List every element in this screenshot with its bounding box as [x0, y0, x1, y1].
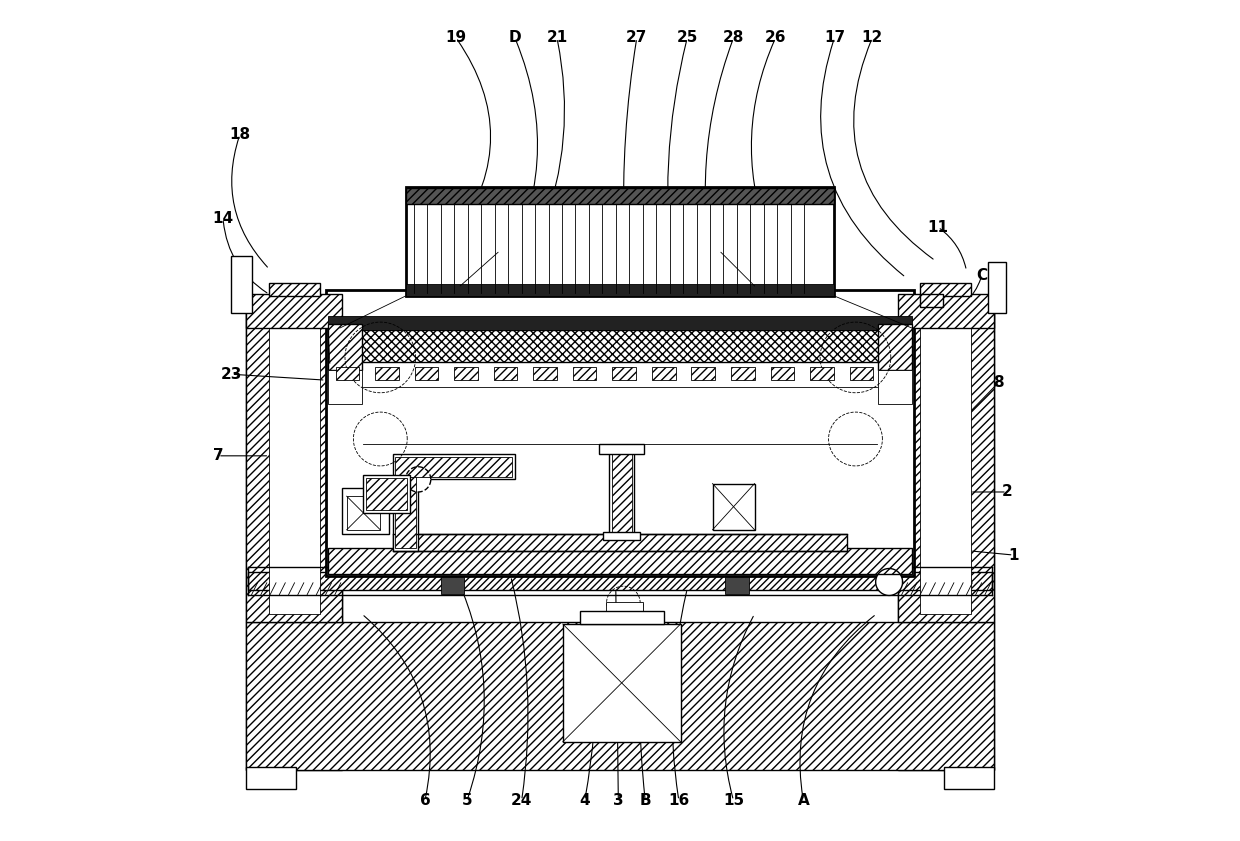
Text: 28: 28: [723, 30, 744, 45]
Bar: [405, 187, 835, 296]
Bar: [336, 367, 360, 380]
Bar: [944, 767, 994, 789]
Text: 15: 15: [723, 793, 744, 808]
Bar: [246, 622, 994, 770]
Bar: [579, 611, 663, 624]
Text: 12: 12: [862, 30, 883, 45]
Bar: [441, 577, 465, 594]
Bar: [393, 534, 847, 551]
Bar: [533, 367, 557, 380]
Bar: [326, 290, 914, 576]
Bar: [405, 188, 835, 204]
Bar: [342, 488, 388, 534]
Text: 4: 4: [579, 793, 590, 808]
Bar: [232, 256, 253, 313]
Text: 19: 19: [445, 30, 466, 45]
Bar: [810, 367, 833, 380]
Text: 3: 3: [613, 793, 624, 808]
Text: 25: 25: [677, 30, 698, 45]
Bar: [732, 367, 755, 380]
Bar: [376, 367, 399, 380]
Text: 5: 5: [461, 793, 472, 808]
Bar: [920, 283, 971, 296]
Text: 14: 14: [212, 211, 233, 226]
Bar: [329, 324, 362, 370]
Bar: [692, 367, 715, 380]
Text: 24: 24: [511, 793, 532, 808]
Bar: [849, 367, 873, 380]
Bar: [269, 283, 320, 296]
Bar: [611, 452, 631, 532]
Bar: [415, 367, 439, 380]
Text: D: D: [508, 30, 521, 45]
Bar: [603, 532, 640, 540]
Bar: [329, 316, 911, 330]
Bar: [599, 444, 645, 454]
Text: 7: 7: [213, 448, 223, 463]
Bar: [396, 457, 512, 477]
Bar: [246, 303, 342, 770]
Text: 18: 18: [229, 127, 250, 142]
Text: 2: 2: [1002, 484, 1012, 500]
Text: B: B: [640, 793, 651, 808]
Bar: [609, 450, 635, 534]
Text: 21: 21: [547, 30, 568, 45]
Bar: [652, 367, 676, 380]
Bar: [366, 478, 407, 510]
Text: 17: 17: [823, 30, 844, 45]
Text: 8: 8: [993, 375, 1003, 390]
Bar: [920, 294, 942, 307]
Bar: [713, 484, 755, 530]
Bar: [898, 299, 994, 622]
Bar: [405, 284, 835, 296]
Text: 16: 16: [668, 793, 689, 808]
Bar: [454, 367, 477, 380]
Bar: [269, 311, 320, 614]
Text: 26: 26: [765, 30, 786, 45]
Bar: [563, 624, 681, 742]
Bar: [725, 577, 749, 594]
Bar: [898, 294, 994, 328]
Bar: [878, 324, 911, 370]
Bar: [347, 496, 381, 530]
Text: A: A: [797, 793, 810, 808]
Bar: [329, 330, 911, 362]
Bar: [898, 303, 994, 770]
Bar: [393, 475, 418, 551]
Bar: [920, 311, 971, 614]
Text: C: C: [976, 268, 987, 283]
Text: 11: 11: [928, 220, 949, 235]
Bar: [246, 299, 342, 622]
Bar: [396, 477, 415, 548]
Bar: [613, 367, 636, 380]
Bar: [770, 367, 794, 380]
Bar: [987, 262, 1006, 313]
Bar: [329, 370, 362, 404]
Bar: [393, 454, 515, 479]
Bar: [494, 367, 517, 380]
Polygon shape: [405, 467, 430, 492]
Bar: [246, 767, 296, 789]
Bar: [363, 475, 409, 513]
Bar: [573, 367, 596, 380]
Polygon shape: [875, 569, 903, 595]
Text: 23: 23: [221, 367, 242, 382]
Bar: [248, 572, 992, 590]
Bar: [605, 602, 642, 612]
Text: 27: 27: [626, 30, 647, 45]
Text: 1: 1: [1008, 547, 1019, 563]
Bar: [246, 294, 342, 328]
Bar: [878, 370, 911, 404]
Bar: [329, 548, 911, 574]
Text: 6: 6: [419, 793, 430, 808]
